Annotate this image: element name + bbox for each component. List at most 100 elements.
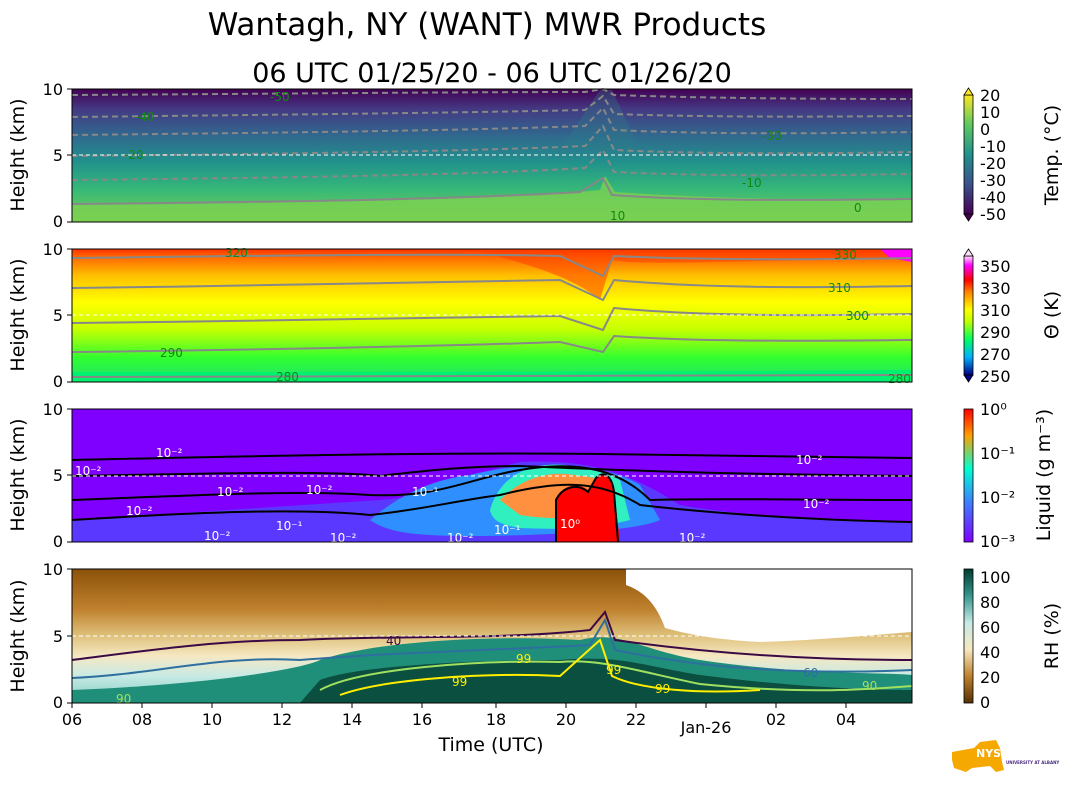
theta-contour-310 (71, 278, 913, 302)
liquid-label-2: 10⁻² (75, 464, 102, 478)
liquid-label-4: 10⁻² (306, 483, 333, 497)
rh-label-7: 99 (655, 682, 670, 696)
theta-cb-tick-2: 330 (980, 279, 1011, 298)
y-tick-marks (67, 88, 72, 704)
theta-label-4: 310 (828, 281, 851, 295)
rh-cb-tick-6: 0 (980, 693, 990, 712)
theta-contour-320 (71, 253, 913, 278)
liquid-cb-tick-1: 10⁰ (980, 400, 1007, 419)
temp-cb-tick-7: -40 (980, 188, 1006, 207)
liquid-contour-b (71, 464, 913, 478)
liquid-label-7: 10⁻² (796, 453, 823, 467)
temp-cb-tick-2: 10 (980, 103, 1000, 122)
rh-cb-tick-5: 20 (980, 668, 1000, 687)
temperature-colorbar: 20 10 0 -10 -20 -30 -40 -50 Temp. (°C) (963, 86, 1063, 224)
rh-label-4: 90 (862, 679, 877, 693)
theta-panel: 280 290 300 310 320 330 280 (71, 246, 913, 386)
theta-label-6: 330 (834, 248, 857, 262)
y-tick-p2-5: 5 (53, 306, 63, 325)
y-axis-label-3: Height (km) (7, 418, 29, 531)
y-tick-p1-10: 10 (43, 80, 63, 99)
temperature-contour-minus20 (71, 124, 913, 157)
temp-cb-tick-4: -10 (980, 137, 1006, 156)
x-tick-16: 16 (412, 710, 432, 729)
theta-label-1: 280 (276, 370, 299, 384)
y-axis-label-4: Height (km) (7, 579, 29, 692)
y-tick-labels: 10 5 0 10 5 0 10 5 0 10 5 0 (43, 80, 63, 712)
rh-cb-tick-4: 40 (980, 643, 1000, 662)
rh-cb-tick-2: 80 (980, 593, 1000, 612)
y-axes: Height (km) Height (km) Height (km) Heig… (7, 80, 72, 712)
x-tick-labels: 06 08 10 12 14 16 18 20 22 Jan-26 02 04 (62, 710, 856, 737)
y-axis-label-1: Height (km) (7, 98, 29, 211)
logo-text: NYS Mesonet (976, 747, 1058, 760)
temp-cb-tick-5: -20 (980, 154, 1006, 173)
theta-contour-labels: 280 290 300 310 320 330 280 (160, 246, 911, 386)
rh-colorbar-label: RH (%) (1041, 603, 1063, 669)
rh-label-1: 40 (386, 634, 401, 648)
temperature-contour-minus50 (71, 87, 913, 100)
rh-label-3: 90 (116, 692, 131, 706)
x-tick-14: 14 (342, 710, 362, 729)
figure-title: Wantagh, NY (WANT) MWR Products (208, 7, 766, 43)
liquid-label-15: 10⁰ (560, 517, 580, 531)
liquid-contour-c (71, 465, 913, 502)
temperature-panel: -50 -40 -30 -20 -10 0 10 (71, 87, 913, 223)
temp-cb-tick-8: -50 (980, 205, 1006, 224)
theta-colorbar-ticks: 350 330 310 290 270 250 (980, 257, 1011, 386)
theta-label-7: 280 (888, 372, 911, 386)
x-tick-12: 12 (272, 710, 292, 729)
rh-contour-90 (319, 660, 913, 692)
temperature-contour-minus10 (71, 148, 913, 181)
y-tick-p3-0: 0 (53, 532, 63, 551)
theta-warm-core (470, 249, 912, 300)
liquid-colorbar-bar (963, 408, 974, 543)
x-tick-20: 20 (556, 710, 576, 729)
liquid-colorbar-ticks: 10⁰ 10⁻¹ 10⁻² 10⁻³ (980, 400, 1015, 551)
theta-cb-tick-1: 350 (980, 257, 1011, 276)
liquid-label-12: 10⁻² (330, 531, 357, 545)
x-tick-22: 22 (626, 710, 646, 729)
contour-label-1: -50 (270, 90, 290, 104)
logo-subtext: UNIVERSITY AT ALBANY (1006, 760, 1059, 765)
theta-colorbar-top-extend (963, 248, 974, 257)
contour-label-4: -20 (124, 148, 144, 162)
y-tick-p2-10: 10 (43, 240, 63, 259)
liquid-label-5: 10⁻¹ (412, 485, 439, 499)
rh-contour-labels: 40 60 90 90 99 99 99 99 (116, 634, 877, 706)
nys-mesonet-logo: NYS Mesonet UNIVERSITY AT ALBANY (952, 740, 1059, 772)
theta-label-2: 290 (160, 346, 183, 360)
rh-cb-tick-1: 100 (980, 568, 1011, 587)
x-tick-18: 18 (486, 710, 506, 729)
theta-cb-tick-6: 250 (980, 367, 1011, 386)
theta-colorbar: 350 330 310 290 270 250 Θ (K) (963, 248, 1063, 386)
ny-state-shape-icon (952, 740, 1004, 772)
x-tick-06: 06 (62, 710, 82, 729)
rh-label-6: 99 (452, 675, 467, 689)
figure-subtitle: 06 UTC 01/25/20 - 06 UTC 01/26/20 (252, 58, 732, 89)
contour-label-2: -40 (135, 110, 155, 124)
liquid-colorbar-label: Liquid (g m⁻³) (1033, 409, 1055, 541)
y-tick-p3-10: 10 (43, 400, 63, 419)
temperature-colorbar-bottom-extend (963, 213, 974, 222)
y-tick-p1-5: 5 (53, 146, 63, 165)
theta-colorbar-label: Θ (K) (1041, 291, 1063, 339)
theta-colorbar-bar (963, 255, 974, 376)
contour-label-3: -30 (762, 129, 782, 143)
rh-saturated-layer (300, 658, 912, 703)
rh-contour-60 (71, 617, 913, 679)
rh-missing-data (626, 569, 912, 642)
temperature-colorbar-ticks: 20 10 0 -10 -20 -30 -40 -50 (980, 86, 1006, 224)
liquid-cb-tick-2: 10⁻¹ (980, 444, 1015, 463)
x-axis-label: Time (UTC) (437, 734, 543, 756)
liquid-label-8: 10⁻¹ (276, 519, 303, 533)
liquid-label-3: 10⁻² (217, 485, 244, 499)
liquid-cb-tick-4: 10⁻³ (980, 532, 1015, 551)
rh-colorbar-ticks: 100 80 60 40 20 0 (980, 568, 1011, 712)
liquid-label-13: 10⁻² (447, 531, 474, 545)
theta-contour-290 (71, 334, 913, 354)
liquid-red-core (555, 474, 620, 542)
y-tick-p4-5: 5 (53, 627, 63, 646)
x-tick-10: 10 (202, 710, 222, 729)
